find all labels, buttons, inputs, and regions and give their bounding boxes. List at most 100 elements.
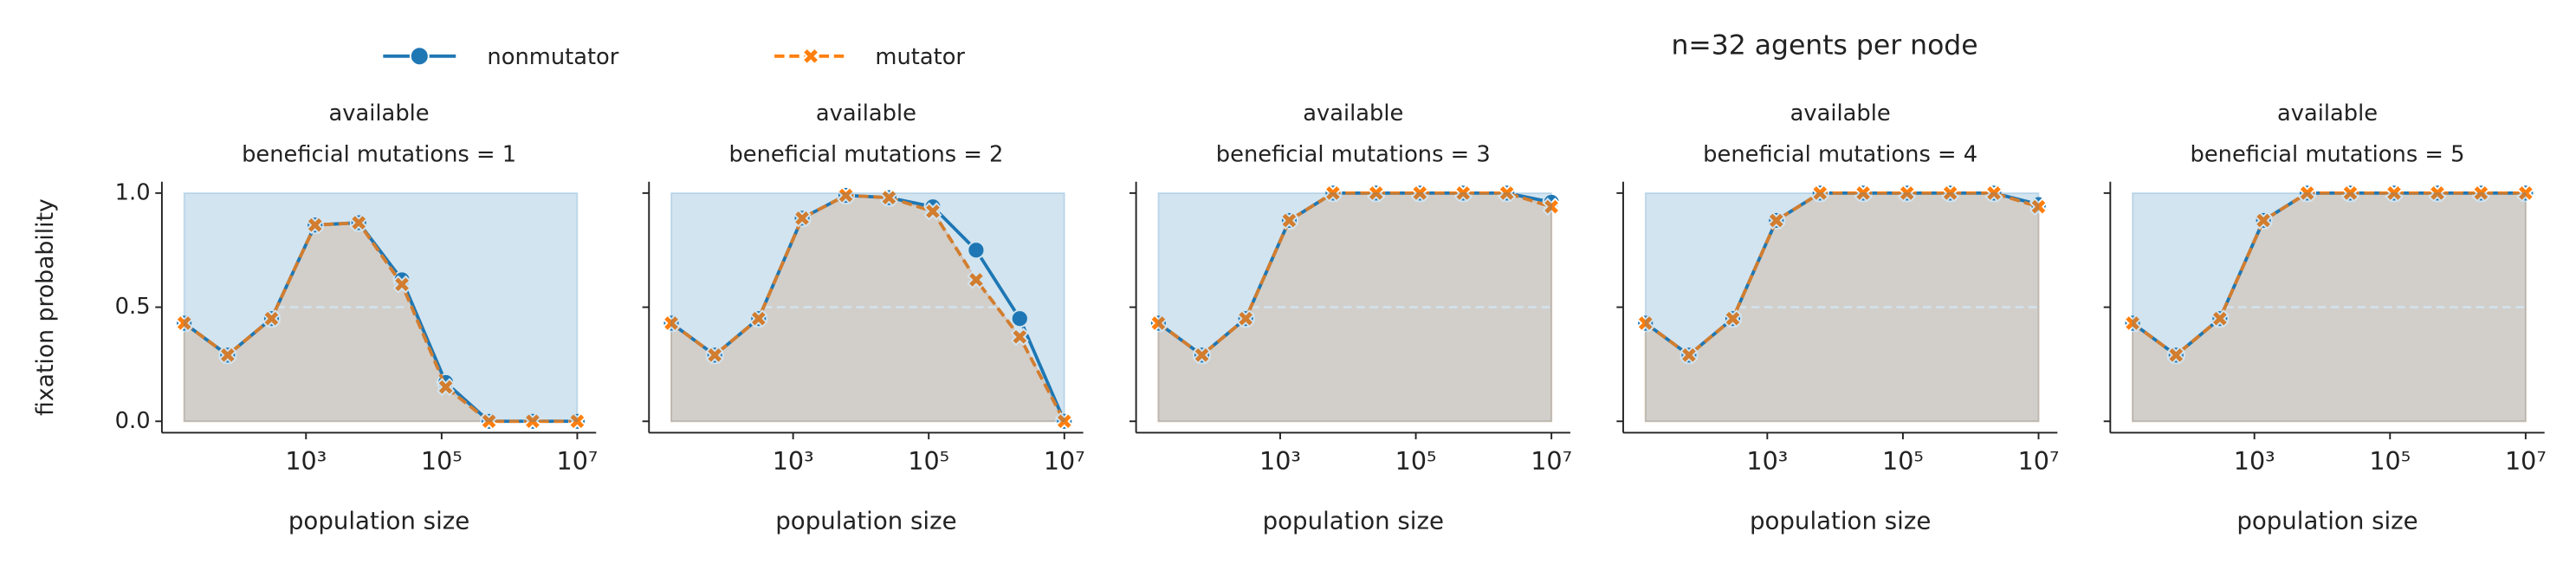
- marker: [1055, 412, 1074, 431]
- marker: [1453, 184, 1472, 203]
- marker: [1724, 309, 1743, 328]
- subplot-title: available: [2277, 100, 2378, 126]
- figure-title: n=32 agents per node: [1671, 29, 1977, 61]
- marker: [2428, 184, 2447, 203]
- marker: [2298, 184, 2317, 203]
- subplot-title: available: [329, 100, 430, 126]
- marker: [967, 241, 986, 260]
- marker: [1193, 346, 1212, 365]
- x-tick-label: 10⁷: [2018, 446, 2060, 476]
- x-tick-label: 10³: [285, 446, 327, 476]
- subplot: available beneficial mutations = 3 10³ 10⁵ 1…: [1129, 100, 1572, 535]
- marker: [2166, 346, 2185, 365]
- marker: [1367, 184, 1386, 203]
- subplot-title: available: [1790, 100, 1891, 126]
- series-line: [1644, 191, 2040, 358]
- x-tick-label: 10⁷: [557, 446, 599, 476]
- marker: [1854, 184, 1873, 203]
- x-tick-label: 10⁵: [1395, 446, 1437, 476]
- x-axis-label: population size: [1750, 506, 1931, 535]
- marker: [1984, 184, 2003, 203]
- y-axis-label: fixation probability: [32, 198, 59, 416]
- marker: [306, 216, 325, 235]
- x-tick-label: 10⁵: [908, 446, 949, 476]
- legend-label: nonmutator: [487, 44, 618, 70]
- marker: [175, 314, 194, 333]
- marker: [392, 275, 411, 294]
- series-line: [183, 221, 578, 424]
- marker: [1410, 184, 1429, 203]
- x-tick-label: 10⁷: [1531, 446, 1572, 476]
- marker: [1010, 309, 1029, 328]
- subplot: available beneficial mutations = 2 10³ 10⁵ 1…: [642, 100, 1085, 535]
- nonmutator-region: [2132, 191, 2527, 423]
- marker: [967, 270, 986, 289]
- marker: [793, 209, 812, 228]
- legend-label: mutator: [875, 44, 965, 70]
- marker: [2340, 184, 2359, 203]
- marker: [2385, 184, 2404, 203]
- marker: [662, 314, 681, 333]
- marker: [567, 412, 586, 431]
- marker: [1898, 184, 1917, 203]
- x-tick-label: 10³: [773, 446, 814, 476]
- marker: [1279, 211, 1298, 230]
- marker: [1010, 327, 1029, 347]
- marker: [2029, 198, 2049, 217]
- x-tick-label: 10³: [1746, 446, 1788, 476]
- nonmutator-region: [1157, 191, 1553, 423]
- marker: [1680, 346, 1699, 365]
- marker: [262, 309, 281, 328]
- marker: [1236, 309, 1255, 328]
- marker: [705, 346, 724, 365]
- subplot: available beneficial mutations = 4 10³ 10⁵ 1…: [1616, 100, 2059, 535]
- legend-marker: [409, 46, 430, 67]
- marker: [923, 202, 942, 221]
- subplot-title: beneficial mutations = 5: [2191, 142, 2465, 168]
- y-tick-label: 0.0: [115, 408, 151, 434]
- nonmutator-region: [670, 191, 1065, 423]
- marker: [2123, 314, 2142, 333]
- subplot: available beneficial mutations = 5 10³ 10⁵ 1…: [2103, 100, 2547, 535]
- marker: [437, 378, 456, 397]
- marker: [1636, 314, 1655, 333]
- subplot-title: available: [816, 100, 916, 126]
- subplot: available beneficial mutations = 1 0.0 0.5 1…: [32, 100, 598, 535]
- nonmutator-region: [1644, 191, 2040, 423]
- x-axis-label: population size: [288, 506, 469, 535]
- subplot-title: beneficial mutations = 2: [728, 142, 1003, 168]
- x-axis-label: population size: [775, 506, 956, 535]
- marker: [523, 412, 542, 431]
- marker: [2471, 184, 2490, 203]
- y-tick-label: 0.5: [115, 294, 151, 320]
- marker: [349, 213, 368, 232]
- x-tick-label: 10³: [1259, 446, 1301, 476]
- nonmutator-region: [183, 191, 579, 423]
- marker: [1149, 314, 1168, 333]
- series-line: [670, 193, 1066, 423]
- marker: [1941, 184, 1960, 203]
- marker: [1498, 184, 1517, 203]
- marker: [1324, 184, 1343, 203]
- marker: [1542, 198, 1561, 217]
- x-axis-label: population size: [1263, 506, 1444, 535]
- marker: [1810, 184, 1829, 203]
- x-tick-label: 10⁵: [1882, 446, 1924, 476]
- subplot-title: beneficial mutations = 1: [242, 142, 516, 168]
- x-axis-label: population size: [2236, 506, 2417, 535]
- marker: [2254, 211, 2273, 230]
- subplot-title: beneficial mutations = 3: [1216, 142, 1491, 168]
- y-tick-label: 1.0: [115, 179, 151, 205]
- subplot-title: beneficial mutations = 4: [1703, 142, 1977, 168]
- x-tick-label: 10⁵: [2369, 446, 2411, 476]
- x-tick-label: 10⁷: [2505, 446, 2547, 476]
- marker: [749, 309, 768, 328]
- x-tick-label: 10⁵: [421, 446, 463, 476]
- series-line: [2131, 191, 2526, 358]
- subplot-title: available: [1303, 100, 1403, 126]
- x-tick-label: 10⁷: [1044, 446, 1085, 476]
- x-tick-label: 10³: [2234, 446, 2275, 476]
- marker: [1767, 211, 1786, 230]
- marker: [218, 346, 237, 365]
